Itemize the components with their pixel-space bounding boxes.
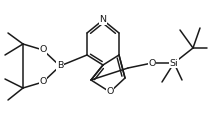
Text: O: O: [39, 46, 47, 55]
Text: O: O: [39, 77, 47, 86]
Text: O: O: [106, 88, 114, 97]
Text: N: N: [100, 15, 106, 24]
Text: Si: Si: [170, 58, 178, 68]
Text: B: B: [57, 62, 63, 71]
Text: O: O: [148, 58, 156, 68]
